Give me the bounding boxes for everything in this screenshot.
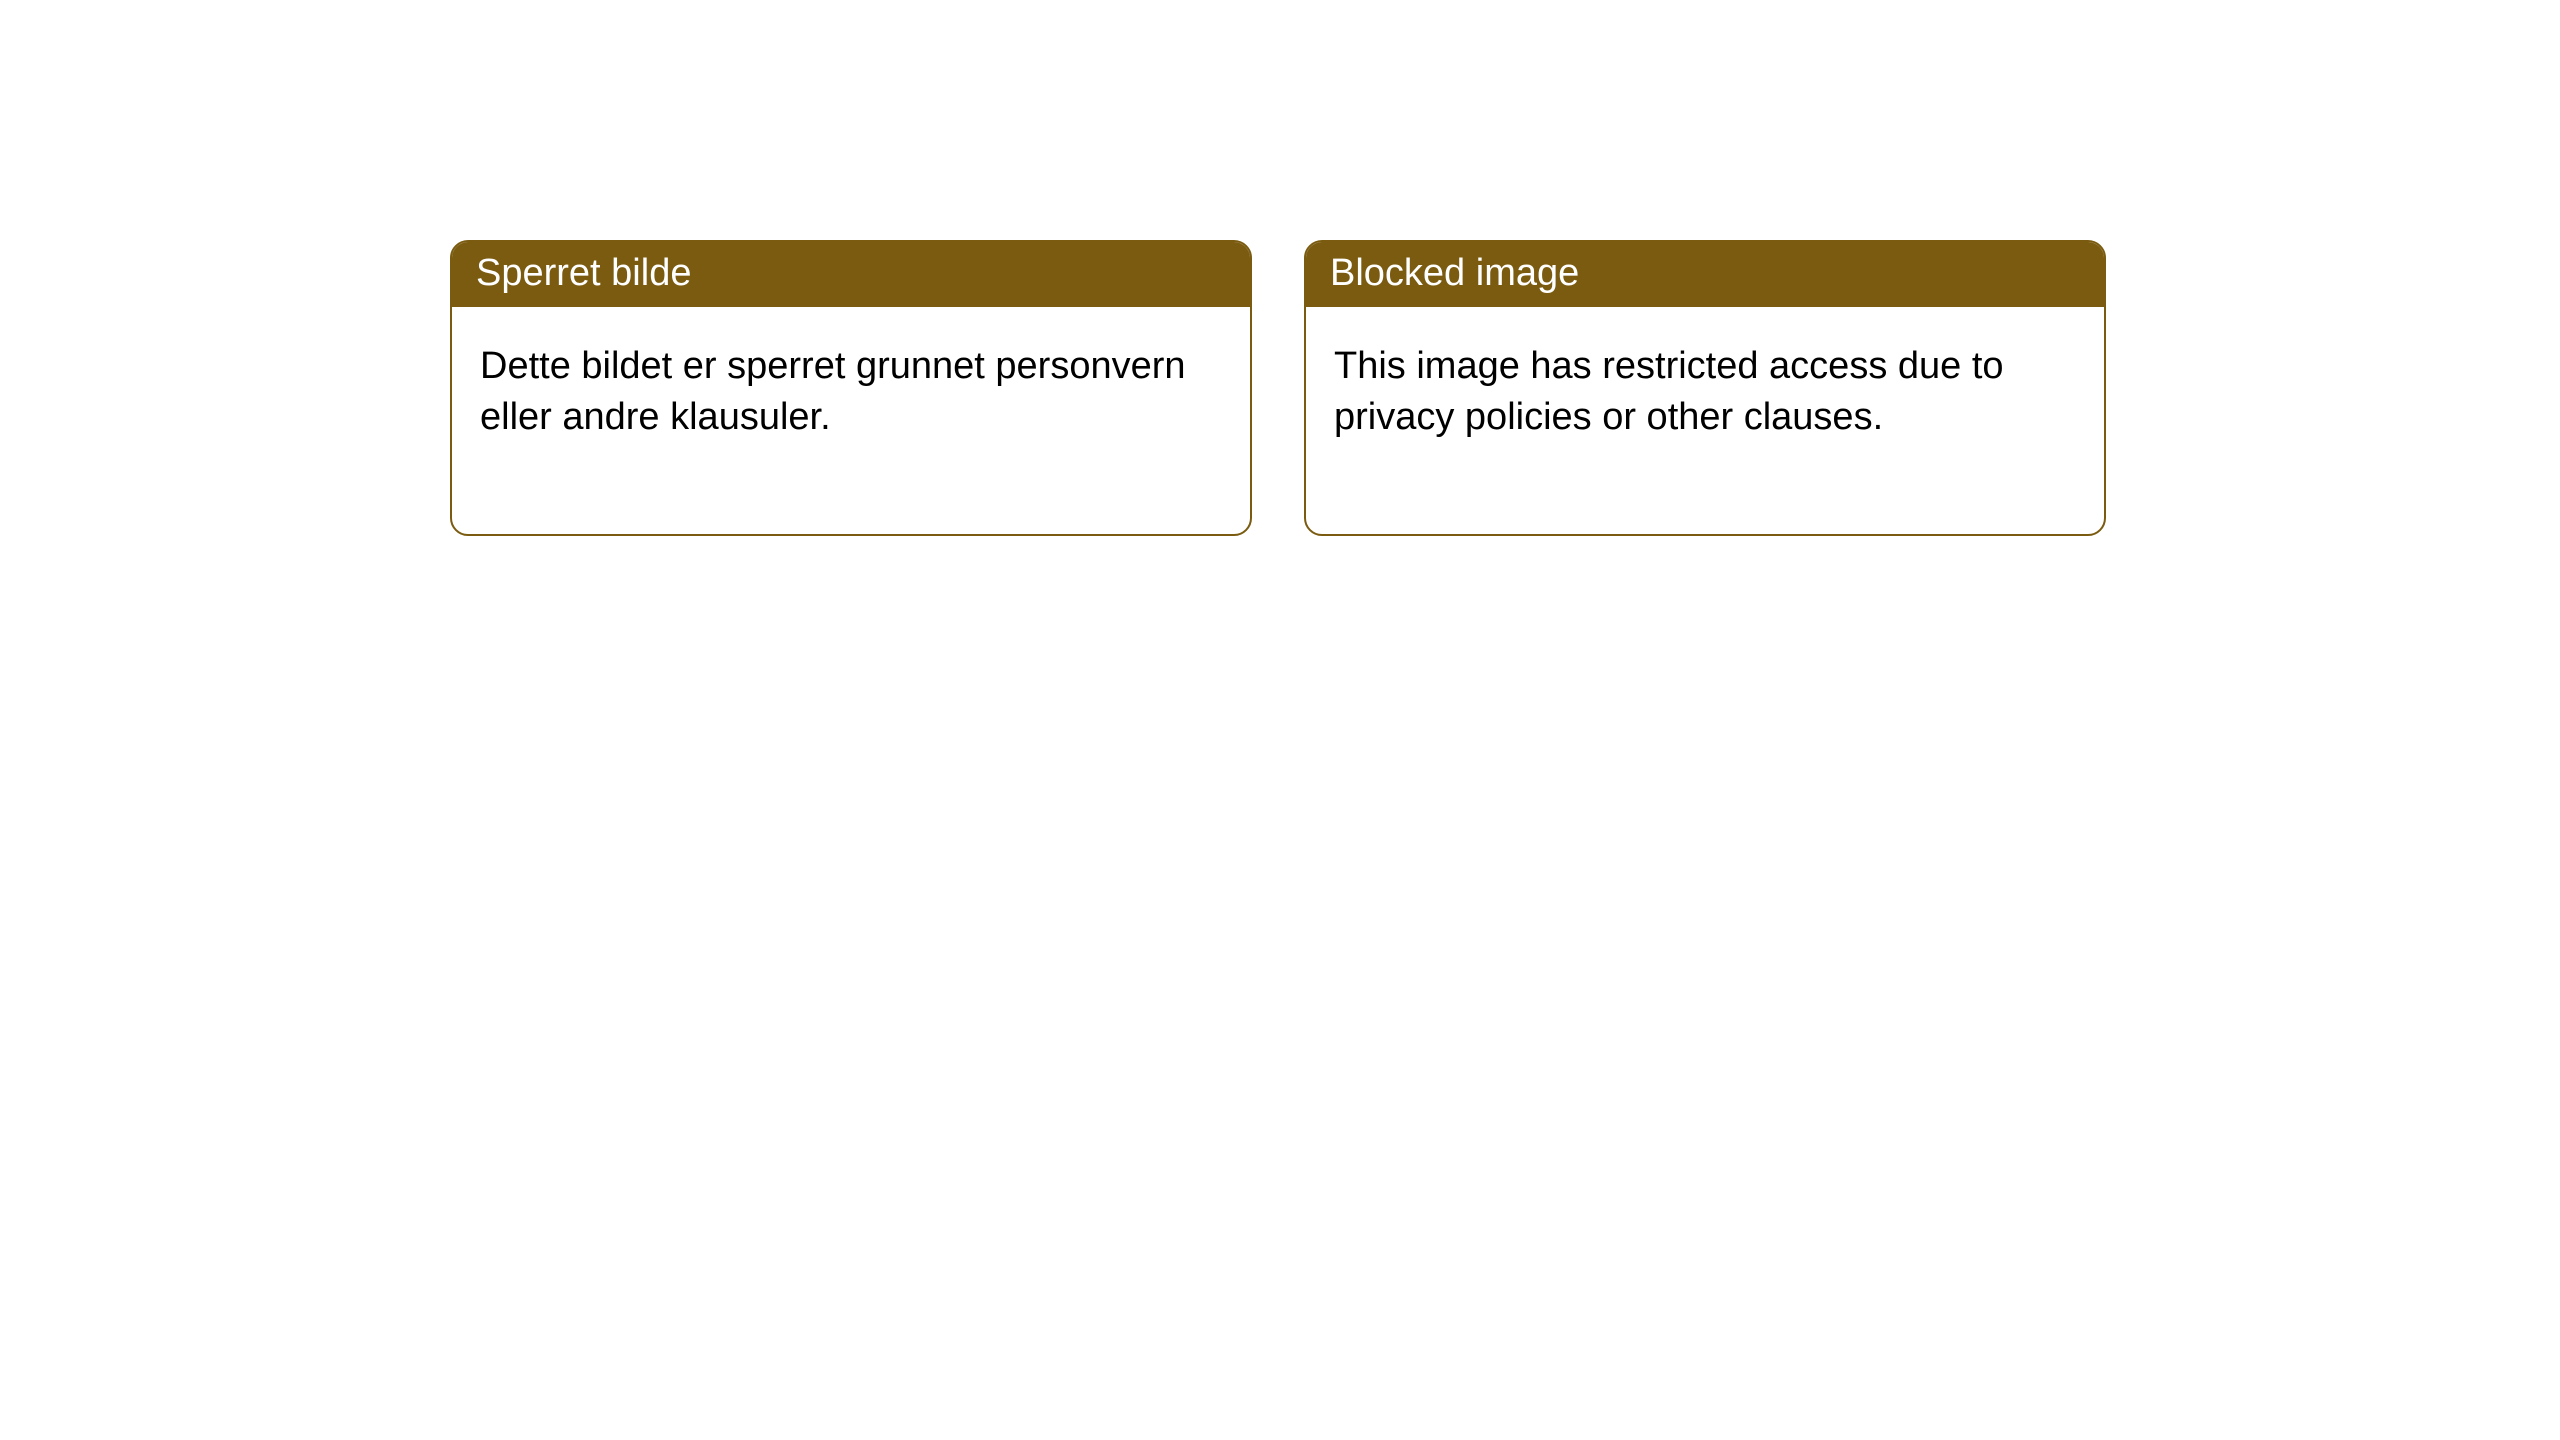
notice-body: Dette bildet er sperret grunnet personve… <box>452 307 1250 534</box>
notice-card-english: Blocked image This image has restricted … <box>1304 240 2106 536</box>
notice-header: Blocked image <box>1306 242 2104 307</box>
notice-card-norwegian: Sperret bilde Dette bildet er sperret gr… <box>450 240 1252 536</box>
notice-header: Sperret bilde <box>452 242 1250 307</box>
notice-container: Sperret bilde Dette bildet er sperret gr… <box>0 0 2560 536</box>
notice-body: This image has restricted access due to … <box>1306 307 2104 534</box>
